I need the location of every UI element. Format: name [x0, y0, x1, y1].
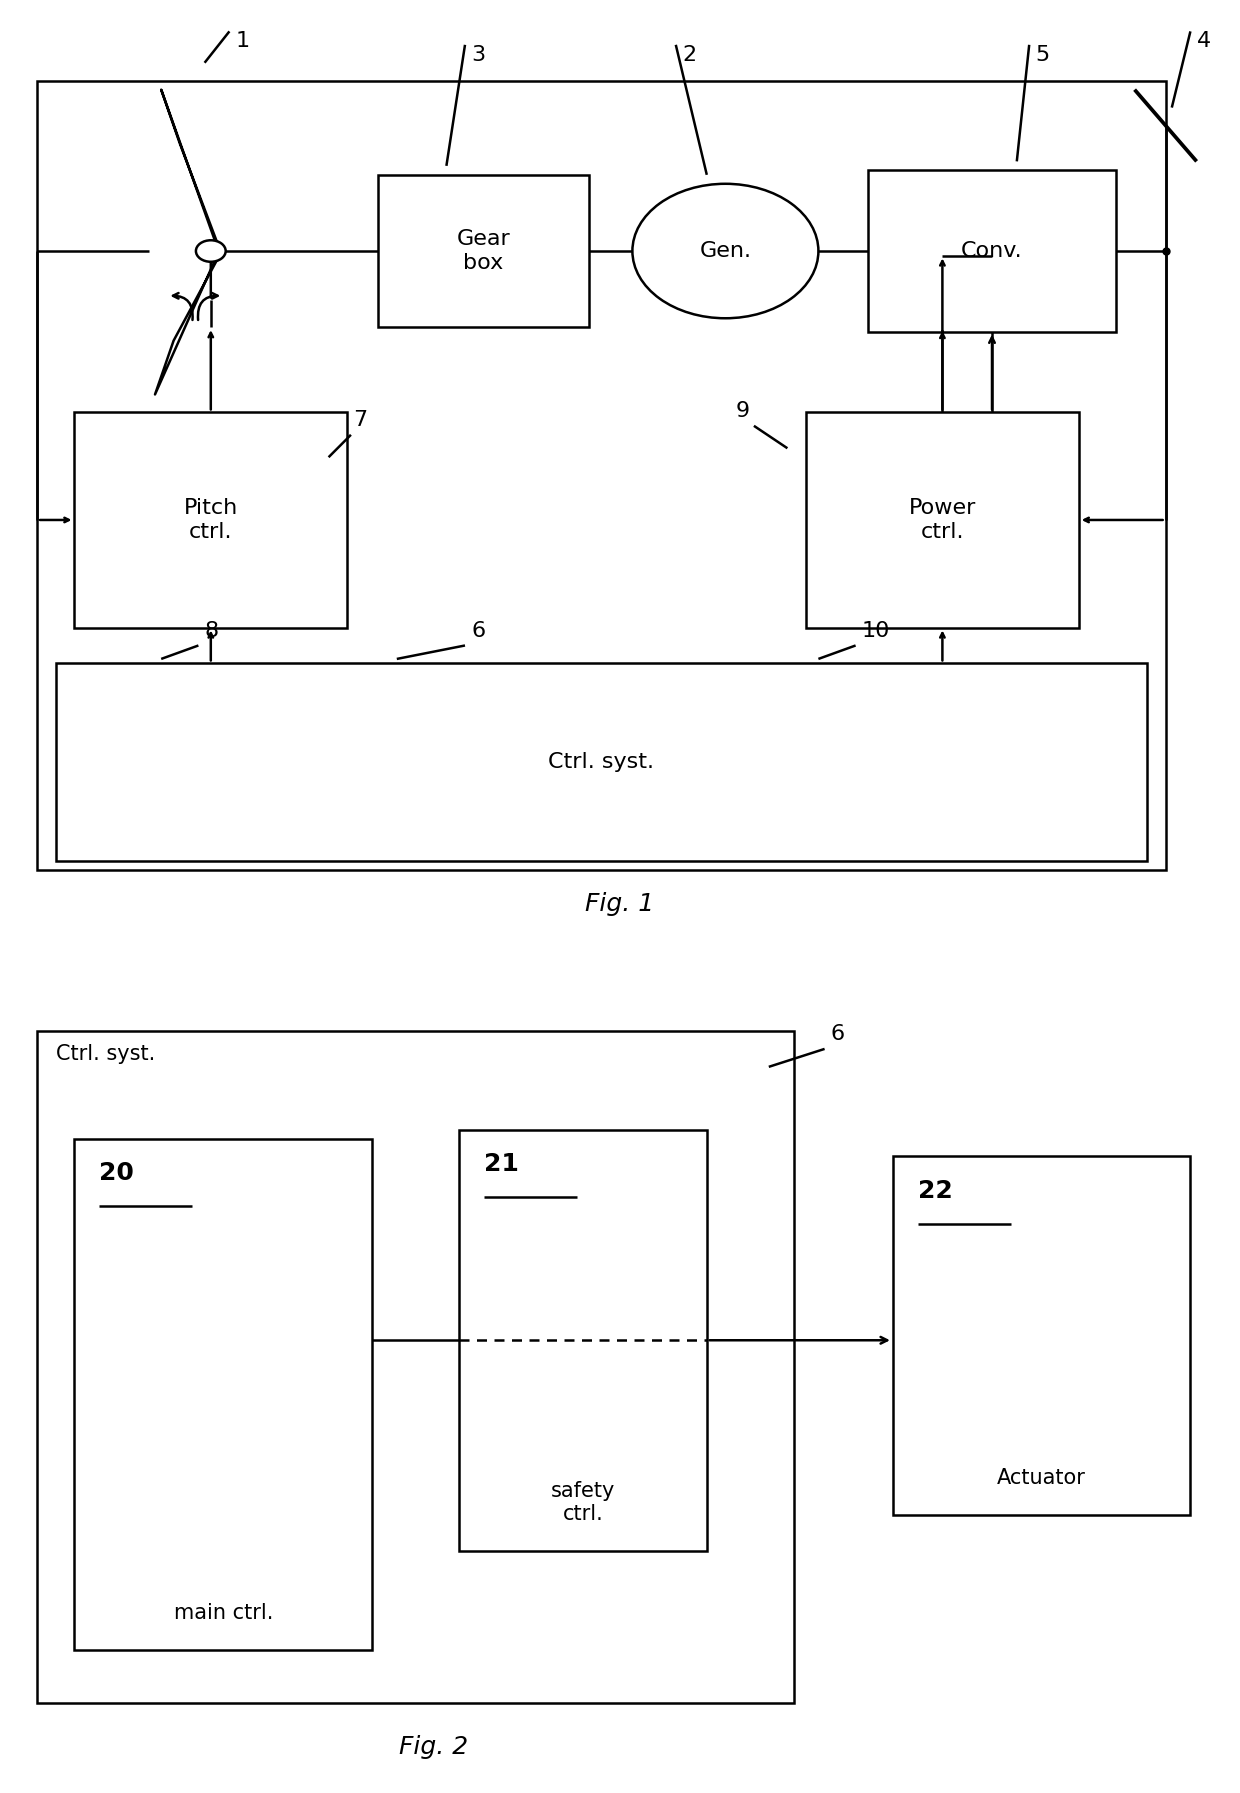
Text: 21: 21 [484, 1153, 518, 1176]
Text: Power
ctrl.: Power ctrl. [909, 498, 976, 541]
Text: 22: 22 [918, 1180, 952, 1203]
Polygon shape [155, 255, 217, 394]
Bar [37, 81, 1166, 870]
Bar [868, 170, 1116, 332]
Text: Actuator: Actuator [997, 1468, 1086, 1488]
Text: 4: 4 [1197, 30, 1210, 52]
Text: 6: 6 [831, 1024, 844, 1044]
Text: Gen.: Gen. [699, 240, 751, 262]
Text: 7: 7 [353, 411, 367, 430]
Text: Fig. 2: Fig. 2 [399, 1736, 469, 1759]
Text: main ctrl.: main ctrl. [174, 1603, 273, 1623]
Text: 8: 8 [205, 620, 218, 640]
Text: 20: 20 [99, 1162, 134, 1185]
Text: 6: 6 [471, 620, 485, 640]
Bar [806, 412, 1079, 628]
Text: Fig. 1: Fig. 1 [585, 891, 655, 916]
Bar [74, 1139, 372, 1650]
Text: Ctrl. syst.: Ctrl. syst. [548, 751, 655, 773]
Text: 9: 9 [737, 402, 750, 421]
Bar [74, 412, 347, 628]
Bar [459, 1130, 707, 1551]
Polygon shape [161, 90, 217, 247]
Text: Gear
box: Gear box [456, 230, 511, 273]
Bar [37, 1031, 794, 1703]
Bar [378, 176, 589, 326]
Text: 2: 2 [682, 45, 696, 65]
Text: Conv.: Conv. [961, 240, 1023, 262]
Text: 3: 3 [471, 45, 485, 65]
Bar [56, 663, 1147, 861]
Text: 10: 10 [862, 620, 890, 640]
Bar [893, 1156, 1190, 1515]
Text: 5: 5 [1035, 45, 1049, 65]
Circle shape [632, 183, 818, 317]
Text: 1: 1 [236, 30, 249, 52]
Circle shape [196, 240, 226, 262]
Text: Pitch
ctrl.: Pitch ctrl. [184, 498, 238, 541]
Text: safety
ctrl.: safety ctrl. [551, 1481, 615, 1524]
Text: Ctrl. syst.: Ctrl. syst. [56, 1044, 155, 1065]
